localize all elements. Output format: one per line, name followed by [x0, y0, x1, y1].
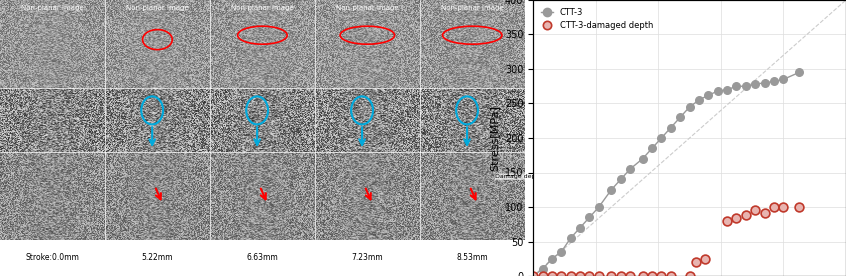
Point: [777, 77, 790, 82]
Point: [655, 274, 668, 276]
Point: [592, 205, 606, 209]
Point: [554, 250, 568, 254]
Point: [536, 267, 549, 271]
Point: [739, 84, 753, 88]
Point: [777, 205, 790, 209]
Text: 5.22mm: 5.22mm: [141, 253, 173, 262]
Point: [645, 274, 659, 276]
Point: [730, 84, 744, 88]
Text: Non-planar image: Non-planar image: [21, 5, 84, 11]
Point: [793, 205, 806, 209]
Point: [583, 274, 596, 276]
Point: [655, 136, 668, 140]
Point: [636, 156, 650, 161]
Point: [545, 257, 558, 261]
Point: [683, 274, 696, 276]
Point: [793, 70, 806, 75]
Point: [699, 257, 712, 262]
Point: [526, 274, 540, 276]
Point: [583, 215, 596, 220]
Point: [614, 274, 628, 276]
Point: [636, 274, 650, 276]
Point: [605, 188, 618, 192]
Point: [664, 274, 678, 276]
Point: [554, 274, 568, 276]
Legend: CTT-3, CTT-3-damaged depth: CTT-3, CTT-3-damaged depth: [537, 4, 656, 33]
Point: [673, 115, 687, 120]
Point: [767, 205, 781, 209]
Point: [545, 274, 558, 276]
Point: [624, 274, 637, 276]
Point: [664, 125, 678, 130]
Point: [758, 81, 772, 85]
Point: [645, 146, 659, 151]
Point: [592, 274, 606, 276]
Point: [730, 216, 744, 220]
Point: [689, 260, 703, 264]
Point: [564, 274, 578, 276]
Point: [720, 87, 733, 92]
Point: [574, 225, 587, 230]
Text: 8.53mm: 8.53mm: [457, 253, 488, 262]
Text: Damage depth: Damage depth: [496, 174, 542, 179]
Point: [739, 213, 753, 217]
Point: [749, 82, 762, 86]
Text: 6.63mm: 6.63mm: [246, 253, 278, 262]
Text: Stroke:0.0mm: Stroke:0.0mm: [25, 253, 80, 262]
Point: [683, 105, 696, 109]
Text: Non-planar image: Non-planar image: [441, 5, 503, 11]
Point: [701, 93, 715, 97]
Text: Non-planar image: Non-planar image: [231, 5, 294, 11]
Point: [536, 274, 549, 276]
Text: 7.23mm: 7.23mm: [352, 253, 383, 262]
Point: [624, 167, 637, 171]
Point: [564, 236, 578, 240]
Point: [711, 89, 724, 93]
Point: [574, 274, 587, 276]
Text: Non-planar image: Non-planar image: [126, 5, 189, 11]
Point: [749, 208, 762, 212]
Point: [614, 177, 628, 182]
Point: [605, 274, 618, 276]
Point: [720, 219, 733, 223]
Y-axis label: Stress[MPa]: Stress[MPa]: [489, 105, 499, 171]
Point: [526, 274, 540, 276]
Point: [758, 210, 772, 215]
Point: [692, 98, 706, 102]
Point: [767, 79, 781, 84]
Text: Non-planar image: Non-planar image: [336, 5, 398, 11]
